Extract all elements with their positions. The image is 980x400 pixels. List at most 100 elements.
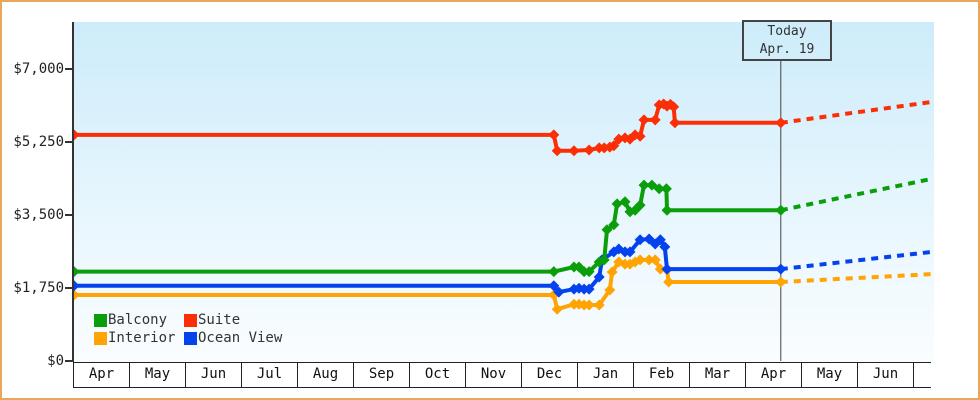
data-point-suite — [638, 114, 650, 126]
data-point-balcony — [661, 204, 673, 216]
today-date: Apr. 19 — [759, 42, 815, 57]
forecast-line-interior — [780, 272, 933, 284]
y-axis-label: $3,500 — [13, 206, 64, 223]
today-label: Today — [767, 24, 807, 39]
data-point-ocean-view — [634, 234, 646, 246]
data-point-balcony — [608, 219, 620, 231]
data-point-interior — [604, 284, 616, 296]
data-point-balcony — [775, 204, 787, 216]
forecast-line-ocean-view — [780, 249, 933, 272]
forecast-line-balcony — [780, 176, 933, 213]
month-cell: Apr — [73, 363, 129, 387]
data-point-balcony — [634, 199, 646, 211]
y-axis-tick — [65, 360, 73, 362]
data-point-suite — [634, 130, 646, 142]
y-axis-tick — [65, 140, 73, 143]
data-point-balcony — [638, 179, 650, 191]
data-point-ocean-view — [775, 263, 787, 275]
data-point-balcony — [598, 254, 610, 266]
data-point-balcony — [653, 183, 665, 195]
series-line-ocean-view — [74, 236, 781, 295]
month-cell: Jul — [241, 363, 297, 387]
month-cell: Jun — [857, 363, 913, 387]
month-cell: Nov — [465, 363, 521, 387]
y-axis-label: $7,000 — [13, 60, 64, 77]
data-point-ocean-view — [593, 271, 605, 283]
data-point-ocean-view — [643, 233, 655, 245]
data-point-balcony — [548, 266, 560, 278]
data-point-suite — [669, 117, 681, 129]
data-point-balcony — [660, 183, 672, 195]
legend: Balcony Suite Interior Ocean View — [94, 312, 283, 346]
legend-item-suite: Suite — [184, 312, 282, 328]
balcony-color-swatch — [94, 314, 107, 327]
data-point-ocean-view — [548, 280, 560, 292]
data-point-ocean-view — [654, 234, 666, 246]
data-point-interior — [643, 254, 655, 266]
data-point-ocean-view — [553, 286, 565, 298]
data-point-interior — [663, 276, 675, 288]
plot-canvas — [74, 61, 933, 361]
forecast-line-suite — [780, 99, 933, 125]
data-point-ocean-view — [624, 246, 636, 258]
data-point-interior — [551, 303, 563, 315]
month-cell: Oct — [409, 363, 465, 387]
month-cell: Dec — [521, 363, 577, 387]
month-cell-partial — [913, 363, 931, 387]
y-axis-tick — [65, 67, 73, 70]
data-point-balcony — [601, 224, 613, 236]
data-point-suite — [551, 145, 563, 157]
y-axis-label: $1,750 — [13, 279, 64, 296]
y-axis-label: $5,250 — [13, 133, 64, 150]
data-point-ocean-view — [583, 283, 595, 295]
data-point-interior — [606, 266, 618, 278]
interior-color-swatch — [94, 332, 107, 345]
legend-label: Suite — [198, 312, 241, 328]
legend-item-interior: Interior — [94, 330, 184, 346]
data-point-balcony — [74, 266, 80, 278]
data-point-suite — [775, 117, 787, 129]
month-cell: Sep — [353, 363, 409, 387]
series-line-balcony — [74, 183, 781, 274]
legend-label: Balcony — [108, 312, 168, 328]
month-cell: Jan — [577, 363, 633, 387]
legend-label: Ocean View — [198, 330, 283, 346]
data-point-suite — [583, 144, 595, 156]
plot-background — [74, 22, 934, 362]
data-point-interior — [634, 254, 646, 266]
y-axis-label: $0 — [47, 353, 64, 369]
data-point-interior — [74, 289, 80, 301]
data-point-interior — [593, 299, 605, 311]
month-cell: Mar — [689, 363, 745, 387]
data-point-interior — [583, 299, 595, 311]
month-cell: May — [801, 363, 857, 387]
ocean-view-color-swatch — [184, 332, 197, 345]
month-cell: Apr — [745, 363, 801, 387]
month-cell: Jun — [185, 363, 241, 387]
data-point-suite — [598, 142, 610, 154]
y-axis-line — [72, 22, 74, 362]
data-point-suite — [649, 114, 661, 126]
data-point-ocean-view — [659, 241, 671, 253]
data-point-ocean-view — [74, 280, 80, 292]
data-point-suite — [608, 140, 620, 152]
today-annotation-box: Today Apr. 19 — [742, 20, 832, 61]
data-point-balcony — [619, 196, 631, 208]
month-cell: May — [129, 363, 185, 387]
x-axis-month-row: Apr May Jun Jul Aug Sep Oct Nov Dec Jan Feb Mar Apr M… — [73, 362, 931, 388]
data-point-suite — [74, 129, 80, 141]
legend-item-balcony: Balcony — [94, 312, 184, 328]
y-axis-tick — [65, 213, 73, 216]
month-cell: Feb — [633, 363, 689, 387]
y-axis-tick — [65, 286, 73, 289]
data-point-balcony — [583, 266, 595, 278]
legend-item-ocean-view: Ocean View — [184, 330, 283, 346]
data-point-interior — [649, 254, 661, 266]
data-point-suite — [548, 129, 560, 141]
data-point-interior — [654, 263, 666, 275]
month-cell: Aug — [297, 363, 353, 387]
data-point-suite — [568, 145, 580, 157]
data-point-suite — [668, 101, 680, 113]
legend-label: Interior — [108, 330, 176, 346]
